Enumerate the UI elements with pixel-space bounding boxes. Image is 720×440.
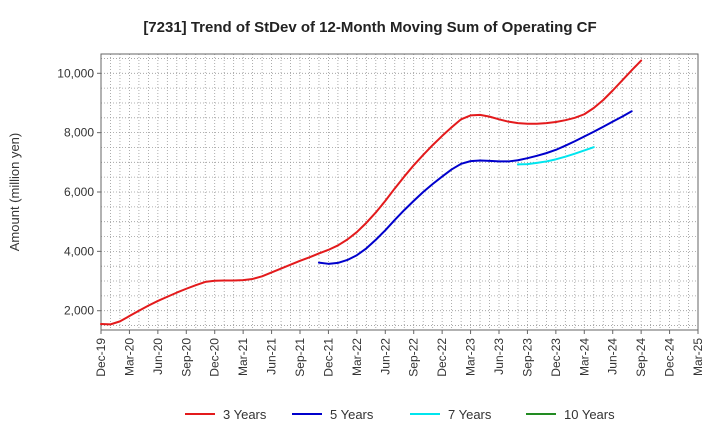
legend: 3 Years 5 Years 7 Years 10 Years [185,407,615,422]
x-tick-label: Dec-24 [663,338,677,377]
series-line-7-years [516,146,595,166]
chart-title: [7231] Trend of StDev of 12-Month Moving… [143,19,596,36]
x-tick-label: Mar-20 [122,338,136,376]
legend-label-5-years: 5 Years [330,407,374,422]
y-tick-label: 6,000 [64,185,94,199]
legend-label-3-years: 3 Years [223,407,267,422]
x-tick-label: Dec-22 [435,338,449,377]
x-tick-label: Mar-23 [464,338,478,376]
x-tick-label: Jun-21 [265,338,279,375]
x-tick-label: Jun-22 [378,338,392,375]
y-tick-label: 2,000 [64,304,94,318]
x-tick-label: Dec-20 [208,338,222,377]
y-tick-label: 10,000 [57,66,94,80]
x-tick-label: Mar-24 [577,338,591,376]
x-tick-label: Dec-23 [549,338,563,377]
legend-label-10-years: 10 Years [564,407,615,422]
x-tick-label: Mar-21 [236,338,250,376]
y-axis-label: Amount (million yen) [7,133,22,252]
x-tick-label: Sep-23 [520,338,534,377]
legend-label-7-years: 7 Years [448,407,492,422]
x-tick-label: Dec-21 [321,338,335,377]
x-tick-label: Sep-24 [634,338,648,377]
y-tick-label: 8,000 [64,126,94,140]
x-tick-label: Jun-24 [606,338,620,375]
x-tick-label: Mar-25 [691,338,705,376]
x-tick-label: Sep-22 [407,338,421,377]
x-tick-label: Mar-22 [350,338,364,376]
x-tick-label: Sep-21 [293,338,307,377]
x-tick-label: Jun-23 [492,338,506,375]
x-tick-label: Dec-19 [94,338,108,377]
x-tick-label: Sep-20 [179,338,193,377]
series-line-5-years [317,110,633,265]
x-ticks: Dec-19 Mar-20 Jun-20 Sep-20 Dec-20 Mar-21 Jun-… [94,330,705,377]
y-ticks: 2,000 4,000 6,000 8,000 10,000 [57,66,101,318]
x-tick-label: Jun-20 [151,338,165,375]
series-line-3-years [100,59,643,326]
y-tick-label: 4,000 [64,244,94,258]
series-lines [100,59,643,326]
